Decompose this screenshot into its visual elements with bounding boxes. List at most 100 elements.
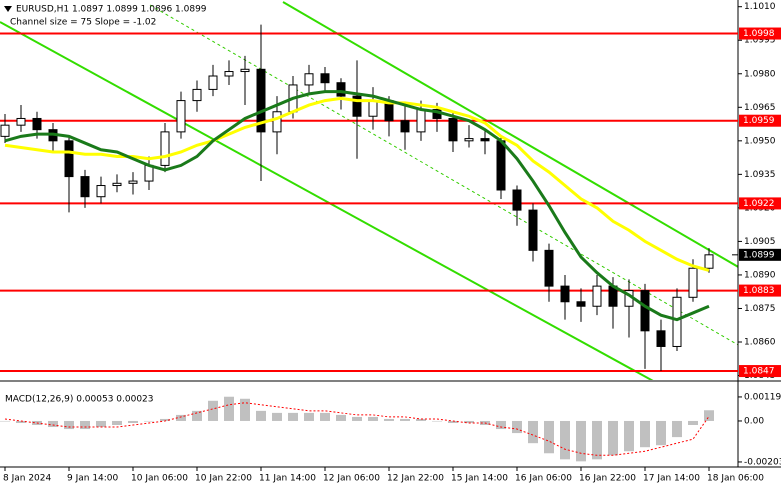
candle-body (336, 82, 346, 97)
macd-bar (528, 420, 538, 444)
last-price-label: 1.0899 (743, 250, 775, 260)
y-tick-label: 1.0905 (744, 237, 776, 247)
macd-bar (336, 414, 346, 421)
price-plot (0, 24, 738, 373)
x-tick-label: 12 Jan 06:00 (323, 474, 380, 484)
candle-body (304, 73, 314, 86)
candle-body (256, 68, 266, 133)
macd-bar (240, 398, 250, 421)
trend-channel (0, 1, 738, 380)
macd-bar (368, 416, 378, 421)
chart-subtitle: Channel size = 75 Slope = -1.02 (10, 18, 156, 28)
menu-icon (4, 6, 12, 12)
macd-bar (640, 420, 650, 448)
macd-bar (112, 420, 122, 426)
macd-bar (512, 420, 522, 434)
y-tick-label: 1.0890 (744, 270, 776, 280)
candle-body (496, 140, 506, 191)
level-label: 1.0883 (743, 286, 775, 296)
candle-body (672, 296, 682, 347)
x-tick-label: 10 Jan 22:00 (195, 474, 252, 484)
level-label: 1.0847 (743, 367, 775, 377)
y-tick-label: 1.1010 (744, 2, 776, 12)
macd-bar (608, 420, 618, 456)
macd-bar (576, 420, 586, 462)
candle-body (688, 267, 698, 298)
candle-body (160, 131, 170, 166)
macd-bar (384, 418, 394, 421)
macd-bar (16, 420, 26, 423)
candle-body (656, 330, 666, 347)
y-tick-label: 0.00 (744, 416, 764, 426)
macd-bar (592, 420, 602, 460)
candle-body (576, 301, 586, 307)
candle-body (80, 176, 90, 198)
y-tick-label: 1.0860 (744, 338, 776, 348)
candle-body (640, 290, 650, 332)
macd-bar (48, 420, 58, 428)
channel-lower (0, 21, 654, 380)
level-label-bg (739, 27, 781, 40)
macd-bar (128, 420, 138, 423)
y-tick-label: 1.0935 (744, 170, 776, 180)
y-tick-label: 1.0950 (744, 136, 776, 146)
macd-bar (192, 410, 202, 421)
candle-body (544, 249, 554, 287)
candle-body (512, 189, 522, 211)
candle-body (704, 254, 714, 269)
level-label-bg (739, 365, 781, 378)
signal-line (4, 402, 710, 456)
moving-average (4, 96, 710, 272)
last-price-bg (739, 248, 781, 261)
x-tick-label: 11 Jan 14:00 (259, 474, 316, 484)
x-tick-label: 9 Jan 14:00 (67, 474, 119, 484)
macd-bar (416, 418, 426, 421)
macd-bar (432, 420, 442, 422)
macd-bar (208, 400, 218, 421)
macd-bar (320, 412, 330, 421)
macd-bar (656, 420, 666, 446)
level-label-bg (739, 114, 781, 127)
chart-title: EURUSD,H1 1.0897 1.0899 1.0896 1.0899 (16, 5, 207, 15)
macd-bar (144, 420, 154, 422)
macd-bar (544, 420, 554, 454)
candle-body (352, 95, 362, 117)
level-label: 1.0959 (743, 116, 775, 126)
candle-body (416, 109, 426, 133)
macd-bar (688, 420, 698, 426)
x-tick-label: 12 Jan 22:00 (387, 474, 444, 484)
y-tick-label: 1.0995 (744, 36, 776, 46)
candle-body (0, 124, 10, 137)
macd-bar (288, 412, 298, 421)
candle-body (320, 73, 330, 84)
macd-bar (224, 396, 234, 421)
candle-body (176, 100, 186, 133)
macd-bar (272, 412, 282, 421)
candle-body (112, 182, 122, 187)
macd-bar (560, 420, 570, 460)
x-tick-label: 16 Jan 06:00 (515, 474, 572, 484)
candle-body (448, 117, 458, 142)
candle-body (32, 117, 42, 131)
macd-bar (672, 420, 682, 438)
x-tick-label: 15 Jan 14:00 (451, 474, 508, 484)
macd-bar (80, 420, 90, 430)
macd-bar (496, 420, 506, 430)
macd-bar (704, 410, 714, 421)
candle-body (464, 138, 474, 142)
candle-body (528, 209, 538, 251)
level-label-bg (739, 197, 781, 210)
candle-body (400, 120, 410, 133)
y-tick-label: 0.00119 (744, 392, 781, 402)
x-tick-label: 10 Jan 06:00 (131, 474, 188, 484)
candle-body (192, 88, 202, 102)
macd-bar (464, 420, 474, 423)
macd-bar (64, 420, 74, 430)
candle-body (480, 138, 490, 142)
candle-body (224, 71, 234, 77)
macd-bar (304, 412, 314, 421)
y-tick-label: 1.0875 (744, 304, 776, 314)
y-tick-label: -0.00203 (744, 457, 781, 467)
moving-average (4, 90, 710, 322)
